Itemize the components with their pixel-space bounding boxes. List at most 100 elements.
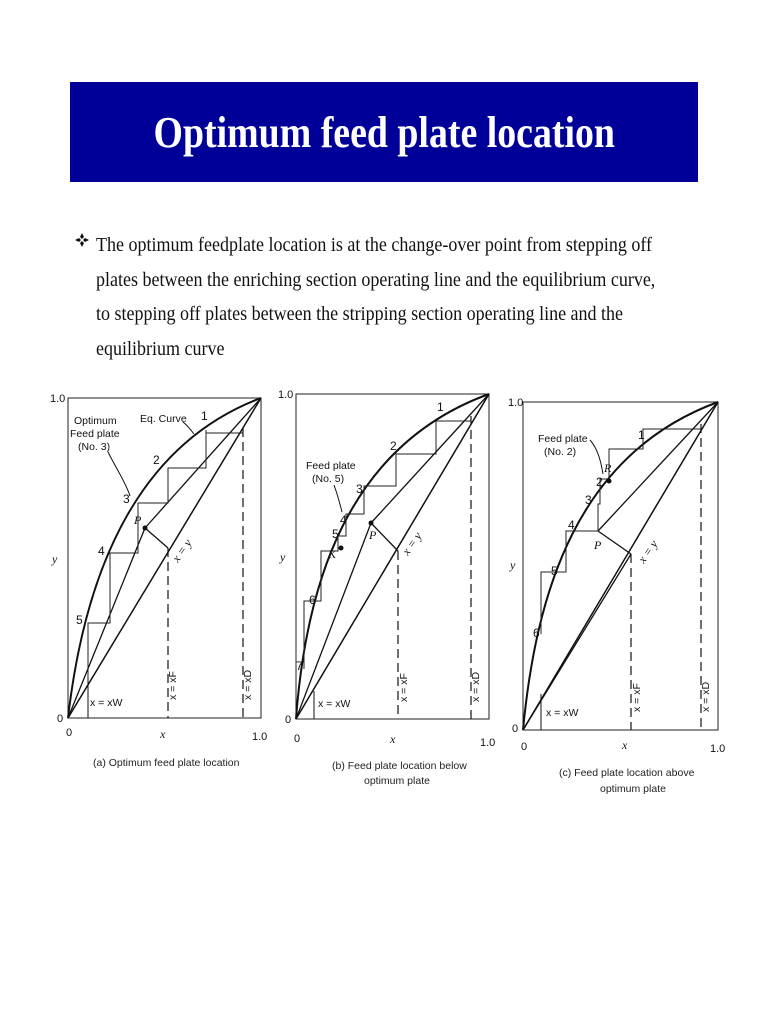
x-right-tick: 1.0 [710, 743, 725, 755]
feed-plate-arrow [333, 484, 343, 513]
point-r-label: R [603, 461, 612, 475]
plate-number-1: 1 [437, 400, 444, 414]
y-axis-label: y [509, 558, 516, 572]
y-axis-label: y [279, 550, 286, 564]
y-top-tick: 1.0 [508, 397, 523, 409]
plate-number-6: 6 [309, 593, 316, 607]
point-p [142, 525, 148, 531]
bullet-text: The optimum feedplate location is at the… [96, 234, 656, 360]
origin-x-tick: 0 [66, 727, 72, 739]
plate-number-3: 3 [123, 492, 130, 506]
title-banner: Optimum feed plate location [70, 82, 698, 182]
caption-c-line-1: (c) Feed plate location above [559, 767, 695, 779]
plate-number-4: 4 [340, 513, 347, 527]
diagram-b: 1.0 0 0 1.0 x y Feed plate (No. 5) 1 2 3… [276, 386, 506, 796]
step-lines [303, 420, 471, 669]
feed-plate-arrow [107, 451, 131, 497]
point-k-label: K [327, 547, 337, 561]
xf-label: x = xF [167, 671, 179, 700]
diagonal-line [67, 397, 262, 719]
xw-label: x = xW [318, 698, 350, 710]
xd-label: x = xD [700, 682, 712, 712]
caption-b-line-2: optimum plate [364, 775, 430, 787]
x-axis-label: x [159, 727, 166, 741]
equilibrium-curve [295, 393, 490, 720]
xf-label: x = xF [631, 683, 643, 712]
x-right-tick: 1.0 [480, 737, 495, 749]
point-p-label: P [593, 538, 602, 552]
enriching-operating-line [144, 397, 262, 529]
caption-a-line-1: (a) Optimum feed plate location [93, 757, 240, 769]
plot-frame [295, 393, 490, 720]
plate-number-3: 3 [356, 482, 363, 496]
equilibrium-curve [522, 401, 719, 731]
plate-number-3: 3 [585, 493, 592, 507]
plate-number-5: 5 [332, 527, 339, 541]
equilibrium-curve [67, 397, 262, 719]
annotation-eq-curve: Eq. Curve [140, 413, 187, 425]
annotation-optimum: Optimum [74, 415, 117, 427]
origin-x-tick: 0 [521, 741, 527, 753]
xw-label: x = xW [546, 707, 578, 719]
plate-number-2: 2 [153, 453, 160, 467]
plate-number-4: 4 [568, 518, 575, 532]
step-lines [540, 428, 701, 634]
plate-number-5: 5 [76, 613, 83, 627]
point-r [606, 478, 612, 484]
annotation-no: (No. 3) [78, 441, 110, 453]
caption-c-line-2: optimum plate [600, 783, 666, 795]
y-top-tick: 1.0 [50, 393, 65, 405]
q-line [144, 527, 169, 549]
plot-frame [522, 401, 719, 731]
plate-number-1: 1 [201, 409, 208, 423]
origin-y-tick: 0 [285, 714, 291, 726]
point-k [338, 545, 344, 551]
xd-label: x = xD [242, 670, 254, 700]
x-axis-label: x [621, 738, 628, 752]
annotation-no: (No. 5) [312, 473, 344, 485]
plate-number-1: 1 [638, 428, 645, 442]
xw-label: x = xW [90, 697, 122, 709]
stripping-operating-line [522, 553, 632, 731]
eq-curve-arrow [182, 421, 195, 435]
enriching-operating-line [597, 401, 719, 532]
y-top-tick: 1.0 [278, 389, 293, 401]
plate-number-4: 4 [98, 544, 105, 558]
step-lines [87, 432, 243, 678]
x-right-tick: 1.0 [252, 731, 267, 743]
slide-title: Optimum feed plate location [153, 107, 615, 157]
origin-x-tick: 0 [294, 733, 300, 745]
q-line [370, 522, 399, 552]
stripping-operating-line [295, 522, 372, 720]
diagram-c: 1.0 0 0 1.0 x y Feed plate (No. 2) 1 2 3… [506, 394, 741, 804]
annotation-feed-plate: Feed plate [306, 460, 356, 472]
plate-number-7: 7 [296, 659, 303, 673]
annotation-feed-plate: Feed plate [70, 428, 120, 440]
caption-b-line-1: (b) Feed plate location below [332, 760, 467, 772]
origin-y-tick: 0 [512, 723, 518, 735]
point-p [368, 520, 374, 526]
plate-number-5: 5 [551, 564, 558, 578]
plate-number-6: 6 [533, 626, 540, 640]
bullet-item: The optimum feedplate location is at the… [74, 228, 694, 366]
diagonal-line [522, 401, 719, 731]
diamond-bullet-icon [75, 233, 89, 247]
origin-y-tick: 0 [57, 713, 63, 725]
point-p-label: P [133, 513, 142, 527]
plate-number-2: 2 [596, 475, 603, 489]
diagonal-label: x = y [398, 529, 425, 559]
feed-plate-arrow [589, 439, 604, 475]
plot-frame [67, 397, 262, 719]
enriching-operating-line [370, 393, 490, 524]
annotation-no: (No. 2) [544, 446, 576, 458]
point-p-label: P [368, 528, 377, 542]
diagonal-line [295, 393, 490, 720]
xd-label: x = xD [470, 672, 482, 702]
xf-label: x = xF [398, 673, 410, 702]
annotation-feed-plate: Feed plate [538, 433, 588, 445]
diagonal-label: x = y [634, 537, 661, 567]
diagonal-label: x = y [168, 536, 195, 566]
q-line [597, 530, 632, 555]
x-axis-label: x [389, 732, 396, 746]
y-axis-label: y [51, 552, 58, 566]
